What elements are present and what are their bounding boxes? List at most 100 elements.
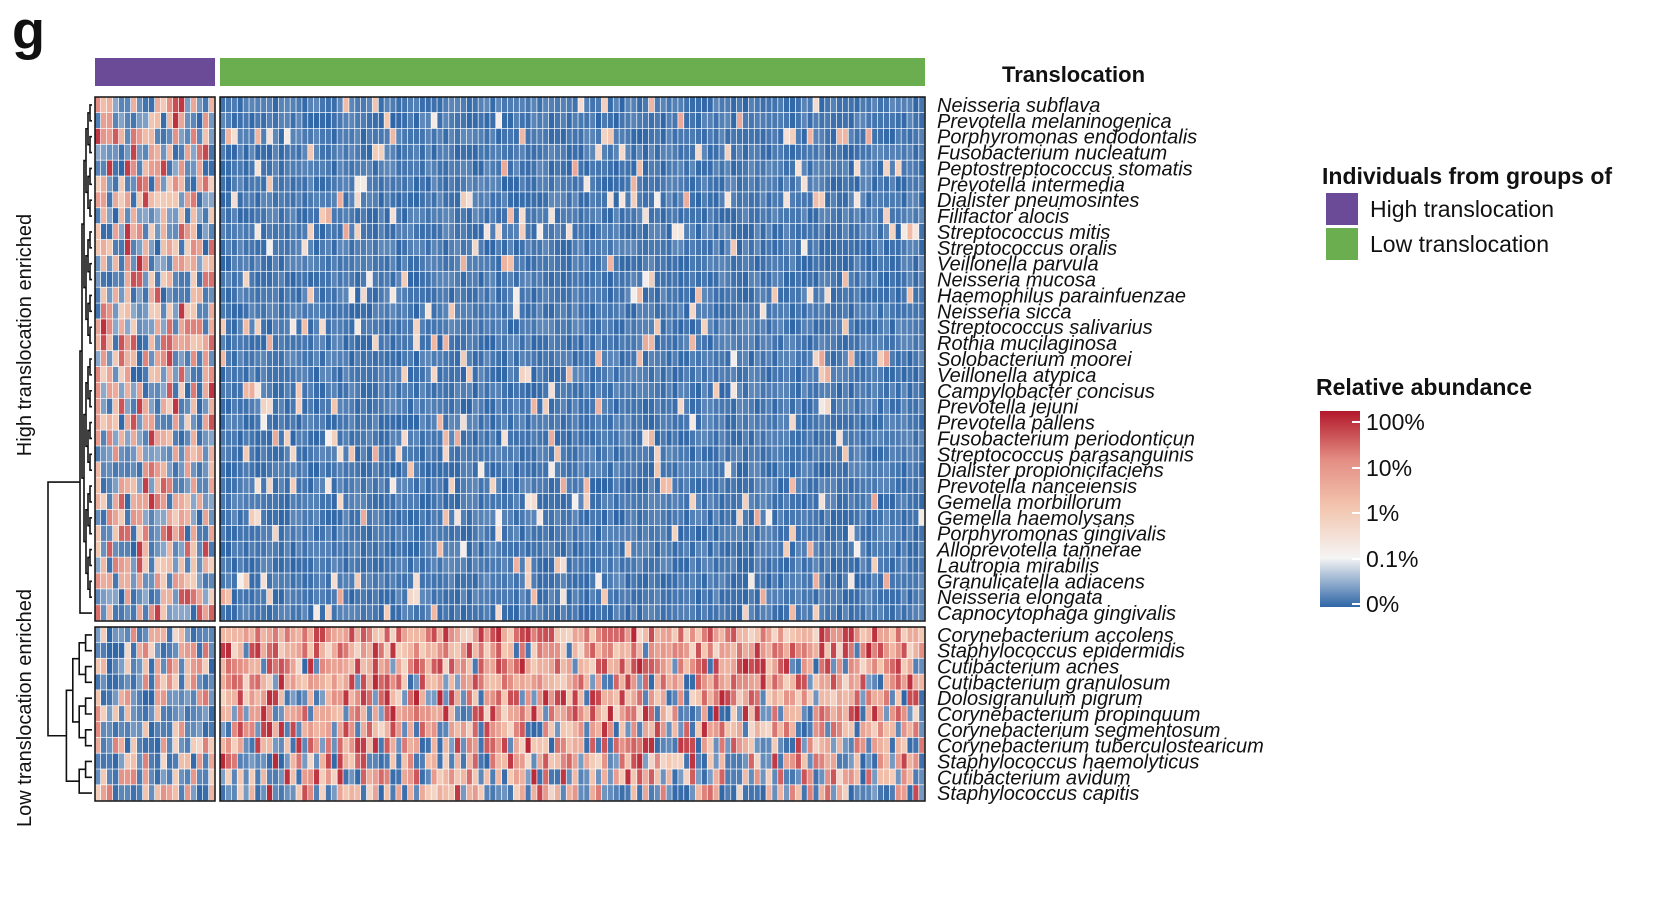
heatmap-cell: [631, 366, 637, 383]
heatmap-cell: [695, 224, 702, 240]
heatmap-cell: [578, 303, 584, 319]
heatmap-cell: [637, 208, 643, 224]
heatmap-cell: [302, 605, 308, 621]
heatmap-cell: [643, 255, 649, 271]
heatmap-cell: [496, 382, 502, 398]
heatmap-cell: [472, 303, 478, 319]
heatmap-cell: [425, 642, 431, 658]
heatmap-cell: [678, 478, 684, 494]
heatmap-cell: [302, 160, 308, 176]
heatmap-cell: [325, 144, 331, 160]
heatmap-cell: [137, 255, 143, 271]
heatmap-cell: [748, 525, 754, 541]
heatmap-cell: [883, 255, 890, 271]
heatmap-cell: [278, 335, 284, 351]
heatmap-cell: [554, 287, 561, 303]
heatmap-cell: [819, 192, 825, 208]
heatmap-cell: [919, 319, 925, 335]
heatmap-cell: [707, 573, 713, 589]
heatmap-cell: [866, 192, 872, 208]
heatmap-cell: [267, 97, 273, 113]
heatmap-cell: [889, 557, 895, 573]
heatmap-cell: [95, 128, 101, 144]
heatmap-cell: [684, 414, 690, 430]
heatmap-cell: [113, 319, 119, 335]
dendrogram-branch: [78, 705, 86, 739]
heatmap-cell: [878, 525, 884, 541]
heatmap-cell: [161, 642, 167, 658]
heatmap-cell: [525, 509, 531, 526]
heatmap-cell: [390, 239, 396, 256]
heatmap-cell: [660, 557, 666, 573]
heatmap-cell: [278, 573, 284, 589]
heatmap-cell: [742, 414, 749, 430]
heatmap-cell: [361, 605, 367, 621]
heatmap-cell: [766, 303, 772, 319]
heatmap-cell: [161, 658, 167, 674]
heatmap-cell: [143, 509, 149, 526]
heatmap-cell: [795, 446, 801, 462]
heatmap-cell: [325, 414, 331, 430]
heatmap-cell: [625, 351, 631, 367]
heatmap-cell: [913, 573, 919, 589]
heatmap-cell: [272, 287, 279, 303]
heatmap-cell: [795, 525, 801, 541]
heatmap-cell: [625, 112, 631, 129]
heatmap-cell: [478, 160, 484, 176]
heatmap-cell: [643, 192, 649, 208]
heatmap-cell: [243, 271, 249, 287]
heatmap-cell: [220, 525, 226, 541]
heatmap-cell: [836, 208, 843, 224]
heatmap-cell: [560, 112, 566, 129]
heatmap-cell: [807, 128, 813, 144]
heatmap-cell: [278, 208, 284, 224]
heatmap-cell: [390, 271, 396, 287]
heatmap-cell: [690, 176, 696, 192]
heatmap-cell: [343, 589, 349, 605]
heatmap-cell: [408, 239, 414, 256]
heatmap-cell: [560, 255, 566, 271]
heatmap-cell: [161, 627, 167, 643]
heatmap-cell: [519, 255, 525, 271]
heatmap-cell: [731, 287, 737, 303]
heatmap-cell: [737, 160, 743, 176]
heatmap-cell: [584, 382, 590, 398]
heatmap-cell: [907, 557, 913, 573]
heatmap-cell: [437, 335, 443, 351]
heatmap-cell: [631, 160, 637, 176]
heatmap-cell: [848, 589, 854, 605]
heatmap-cell: [883, 128, 890, 144]
heatmap-cell: [390, 192, 396, 208]
heatmap-cell: [778, 509, 784, 526]
heatmap-cell: [807, 493, 813, 510]
heatmap-cell: [737, 351, 743, 367]
heatmap-cell: [460, 414, 467, 430]
heatmap-cell: [895, 366, 901, 383]
heatmap-cell: [784, 112, 790, 129]
heatmap-cell: [737, 319, 743, 335]
heatmap-cell: [203, 160, 209, 176]
heatmap-cell: [637, 541, 643, 557]
heatmap-cell: [566, 642, 572, 658]
heatmap-cell: [443, 430, 449, 446]
heatmap-cell: [801, 144, 807, 160]
heatmap-cell: [601, 239, 608, 256]
heatmap-cell: [825, 192, 831, 208]
heatmap-cell: [760, 335, 766, 351]
heatmap-cell: [107, 97, 113, 113]
heatmap-cell: [507, 446, 514, 462]
heatmap-cell: [754, 128, 760, 144]
heatmap-cell: [842, 478, 848, 494]
heatmap-cell: [384, 573, 390, 589]
heatmap-cell: [419, 271, 425, 287]
heatmap-cell: [296, 605, 302, 621]
heatmap-cell: [578, 112, 584, 129]
heatmap-cell: [249, 160, 255, 176]
heatmap-cell: [878, 398, 884, 414]
heatmap-cell: [384, 446, 390, 462]
heatmap-cell: [384, 525, 390, 541]
heatmap-cell: [660, 462, 666, 478]
heatmap-cell: [466, 239, 472, 256]
heatmap-cell: [907, 351, 913, 367]
heatmap-cell: [872, 557, 878, 573]
